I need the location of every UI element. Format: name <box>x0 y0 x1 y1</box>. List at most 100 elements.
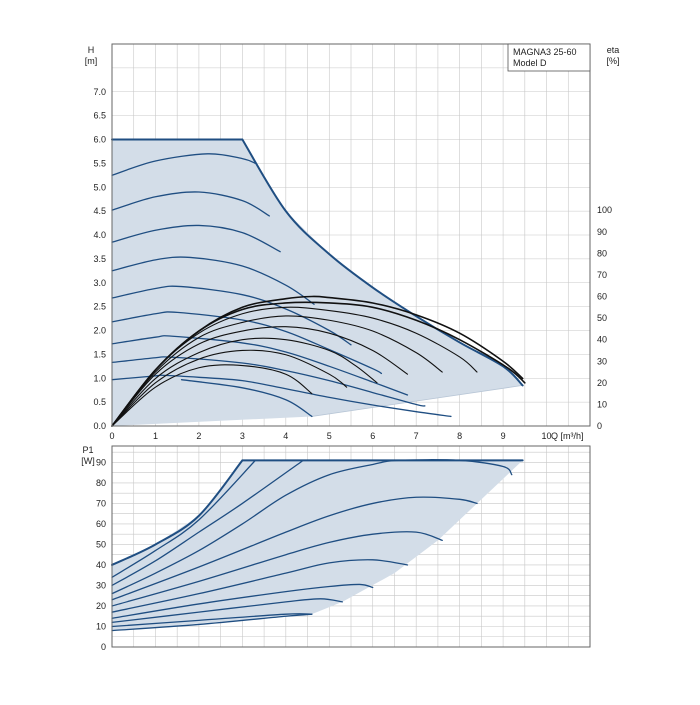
efficiency-curves <box>111 295 526 427</box>
head-axis-ticks: 0.0 0.5 1.0 1.5 2.0 2.5 3.0 3.5 4.0 4.5 5.0 5.5 6.0 6… <box>93 87 106 431</box>
power-panel-frame <box>111 445 591 648</box>
efficiency-axis-unit: [%] <box>606 56 619 66</box>
power-curves <box>111 459 524 632</box>
power-tick-label: 90 <box>96 457 106 467</box>
power-tick-label: 10 <box>96 621 106 631</box>
power-tick-label: 70 <box>96 498 106 508</box>
power-curve <box>111 613 313 628</box>
power-axis-unit: [W] <box>81 456 95 466</box>
head-tick-label: 2.5 <box>93 302 106 312</box>
efficiency-tick-label: 80 <box>597 248 607 258</box>
power-tick-label: 20 <box>96 601 106 611</box>
efficiency-axis-ticks: 0 10 20 30 40 50 60 70 80 90 100 <box>597 205 612 431</box>
efficiency-curve <box>111 349 348 427</box>
efficiency-tick-label: 20 <box>597 378 607 388</box>
efficiency-tick-label: 30 <box>597 356 607 366</box>
head-panel: 0 1 2 3 4 5 6 7 8 9 10 0.0 0.5 1.0 1.5 2.0 2.5 3.0 3.5 4.0… <box>85 43 620 441</box>
pump-head-curve <box>111 191 270 217</box>
head-panel-frame <box>111 43 591 427</box>
head-tick-label: 3.5 <box>93 254 106 264</box>
q-tick-label: 8 <box>457 431 462 441</box>
power-axis-label: P1 <box>82 445 93 455</box>
q-tick-label: 5 <box>327 431 332 441</box>
power-panel: 0 10 20 30 40 50 60 70 80 90 P1 [W] <box>81 445 591 652</box>
power-curve <box>111 613 313 632</box>
legend-model-name: MAGNA3 25-60 <box>513 47 577 57</box>
head-envelope-edge <box>311 385 523 417</box>
pump-head-curve <box>111 256 315 305</box>
pump-head-curve <box>111 138 524 387</box>
q-tick-label: 4 <box>283 431 288 441</box>
pump-head-curve <box>111 311 383 375</box>
head-tick-label: 1.5 <box>93 349 106 359</box>
head-tick-label: 6.5 <box>93 111 106 121</box>
efficiency-tick-label: 70 <box>597 270 607 280</box>
head-axis-unit: [m] <box>85 56 98 66</box>
efficiency-axis-label: eta <box>607 45 620 55</box>
head-pump-curves <box>111 138 524 418</box>
head-axis-label: H <box>88 45 95 55</box>
head-tick-label: 4.0 <box>93 230 106 240</box>
model-legend: MAGNA3 25-60 Model D <box>507 43 591 72</box>
head-tick-label: 4.5 <box>93 206 106 216</box>
legend-box <box>507 43 591 72</box>
pump-head-curve <box>111 356 426 407</box>
q-axis-label: Q [m³/h] <box>551 431 584 441</box>
q-tick-label: 3 <box>240 431 245 441</box>
efficiency-curve <box>111 326 409 427</box>
head-tick-label: 2.0 <box>93 326 106 336</box>
power-tick-label: 0 <box>101 642 106 652</box>
q-tick-label: 10 <box>542 431 552 441</box>
efficiency-tick-label: 0 <box>597 421 602 431</box>
efficiency-curve <box>111 301 526 427</box>
power-curve <box>111 459 304 587</box>
q-tick-label: 6 <box>370 431 375 441</box>
pump-head-curve <box>111 335 409 396</box>
power-curve <box>111 459 513 595</box>
q-tick-label: 2 <box>196 431 201 441</box>
head-tick-label: 7.0 <box>93 87 106 97</box>
efficiency-tick-label: 100 <box>597 205 612 215</box>
head-tick-label: 5.0 <box>93 182 106 192</box>
power-curve <box>111 459 257 578</box>
pump-head-curve <box>180 379 313 418</box>
efficiency-tick-label: 90 <box>597 227 607 237</box>
q-tick-label: 7 <box>414 431 419 441</box>
power-curve <box>111 559 409 613</box>
head-tick-label: 1.0 <box>93 373 106 383</box>
pump-head-curve <box>111 285 352 346</box>
power-tick-label: 40 <box>96 560 106 570</box>
q-axis-ticks: 0 1 2 3 4 5 6 7 8 9 10 <box>109 431 551 441</box>
q-tick-label: 1 <box>153 431 158 441</box>
power-curve <box>111 583 374 619</box>
efficiency-tick-label: 50 <box>597 313 607 323</box>
power-curve <box>111 459 524 566</box>
efficiency-tick-label: 60 <box>597 292 607 302</box>
pump-head-curve <box>111 224 281 253</box>
efficiency-curve <box>111 306 478 427</box>
pump-head-curve <box>111 153 257 176</box>
q-tick-label: 0 <box>109 431 114 441</box>
q-tick-label: 9 <box>501 431 506 441</box>
power-tick-label: 60 <box>96 519 106 529</box>
head-tick-label: 3.0 <box>93 278 106 288</box>
head-tick-label: 6.0 <box>93 135 106 145</box>
efficiency-tick-label: 10 <box>597 399 607 409</box>
efficiency-curve <box>111 337 378 427</box>
head-tick-label: 0.0 <box>93 421 106 431</box>
efficiency-curve <box>111 364 313 427</box>
head-tick-label: 0.5 <box>93 397 106 407</box>
head-tick-label: 5.5 <box>93 158 106 168</box>
efficiency-tick-label: 40 <box>597 335 607 345</box>
power-tick-label: 50 <box>96 539 106 549</box>
power-curve <box>111 598 343 624</box>
efficiency-curve <box>111 315 443 427</box>
power-curve <box>111 531 443 607</box>
legend-model-variant: Model D <box>513 58 547 68</box>
power-axis-ticks: 0 10 20 30 40 50 60 70 80 90 <box>96 457 106 652</box>
power-curve <box>111 496 478 601</box>
power-tick-label: 30 <box>96 580 106 590</box>
power-tick-label: 80 <box>96 478 106 488</box>
